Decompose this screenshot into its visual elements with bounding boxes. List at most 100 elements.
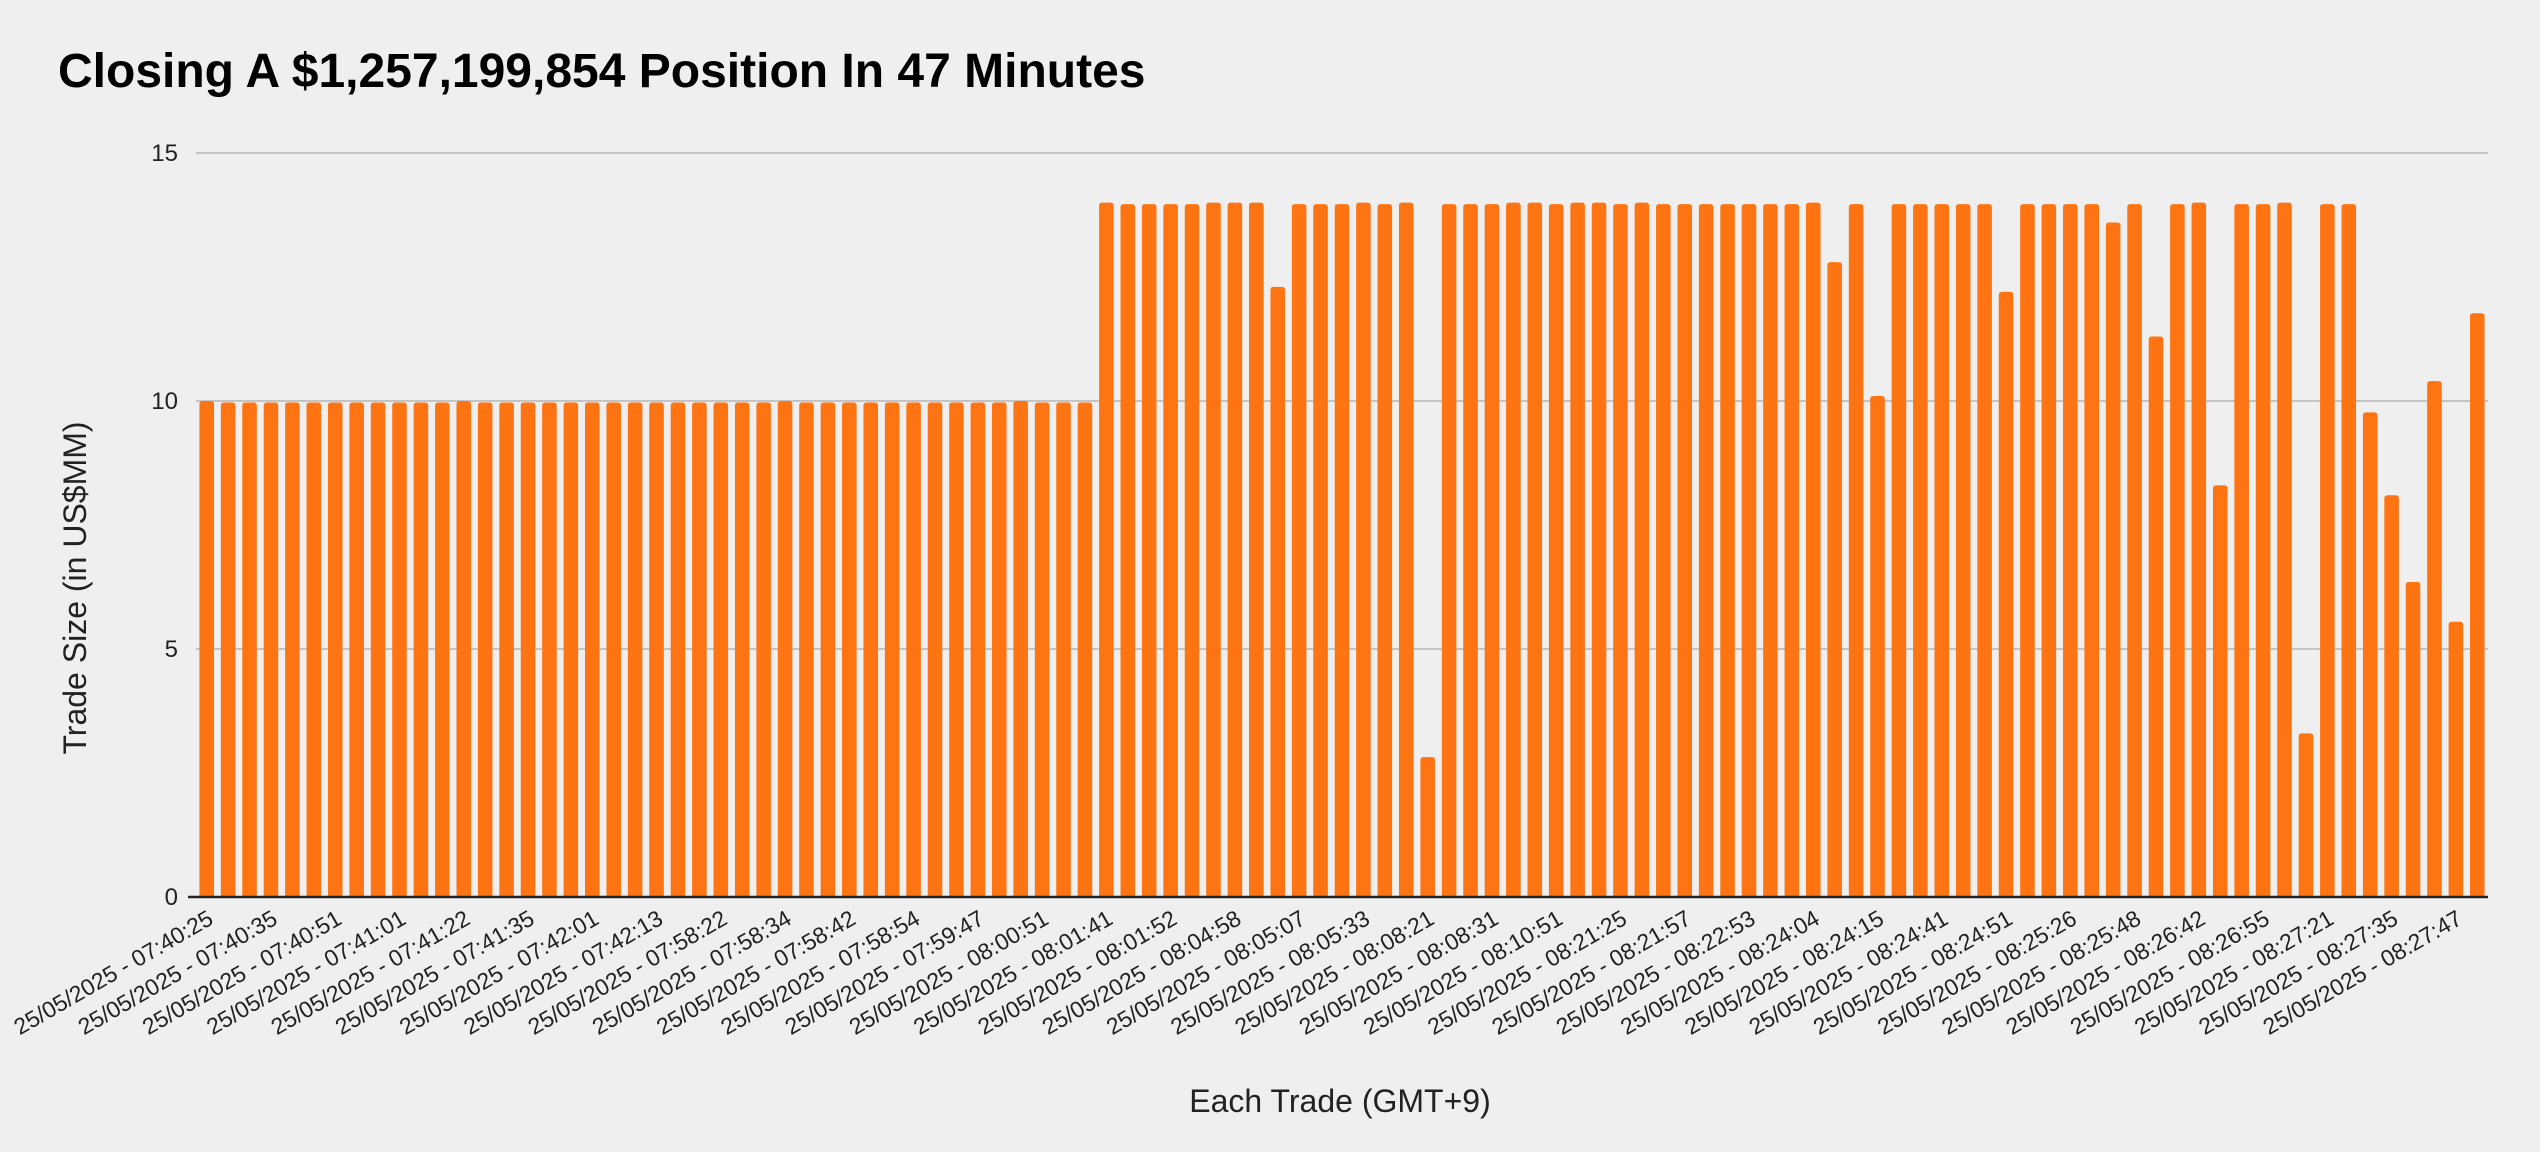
bar [242,402,257,897]
bar [499,402,514,897]
bar [1291,204,1307,897]
y-axis-title: Trade Size (in US$MM) [57,421,93,754]
bar [1591,202,1607,898]
bar [2255,204,2271,897]
bar [2063,204,2078,897]
bar [1998,291,2014,897]
bar [2427,381,2442,897]
bar [1141,204,1157,897]
bar [413,402,429,897]
y-tick-label: 5 [165,636,178,663]
bar [1120,204,1136,897]
bar [692,402,707,897]
y-tick-label: 0 [165,884,178,911]
bar [949,402,964,897]
bar [1848,204,1864,897]
bar [1313,204,1328,897]
bar [456,401,472,897]
bar [1420,757,1435,897]
bar [2277,202,2292,898]
bar [2041,204,2057,897]
bar [584,402,600,897]
bar [1356,202,1371,898]
bar [1206,202,1221,898]
bar [906,402,921,897]
bar [1613,204,1628,897]
bar [1977,204,1992,897]
bar [1463,204,1478,897]
bar [1570,202,1585,898]
bar [606,402,621,897]
bar [1249,202,1264,898]
bar [1913,204,1928,897]
bar [1484,204,1500,897]
y-tick-label: 15 [151,140,178,167]
bar [1763,204,1778,897]
bar [2405,582,2421,897]
bar [2470,313,2485,897]
bar [627,402,643,897]
bar [1270,286,1286,897]
bar [1784,204,1800,897]
bar [435,402,450,897]
bar [2020,204,2035,897]
bar [1163,204,1178,897]
bar [1441,204,1457,897]
bar [2212,485,2228,897]
bar [1334,204,1350,897]
bar [220,402,236,897]
bar [2341,204,2357,897]
bar [542,402,557,897]
bar [863,402,879,897]
bar [563,402,579,897]
bar [1056,402,1071,897]
bar [970,402,986,897]
bar [1184,204,1200,897]
bar [1870,396,1885,897]
bar [2084,204,2100,897]
bar [2384,495,2399,897]
bar [670,402,686,897]
bar [1034,402,1050,897]
y-tick-label: 10 [151,388,178,415]
bar [1548,204,1564,897]
bar [520,402,536,897]
bar [1934,204,1950,897]
bar [1827,262,1842,897]
bar [649,402,664,897]
bar [263,402,279,897]
bar [1099,202,1114,898]
chart-title: Closing A $1,257,199,854 Position In 47 … [58,45,1146,98]
bar [1805,202,1821,898]
bar [2127,204,2142,897]
bar [1698,204,1714,897]
bar [392,402,407,897]
bar [477,402,493,897]
bar [1677,204,1693,897]
bar [1227,202,1243,898]
bar [2170,204,2185,897]
bar [734,402,750,897]
bar [1013,401,1028,897]
bar [306,402,322,897]
bar [2234,204,2249,897]
bar [1720,204,1735,897]
bar [884,402,900,897]
bar [370,402,386,897]
bars [199,202,2485,898]
bar [927,402,943,897]
bar [1377,204,1393,897]
bar [1741,204,1757,897]
bar [2320,204,2335,897]
x-axis-title: Each Trade (GMT+9) [1189,1083,1490,1119]
bar [199,401,214,897]
bar [820,402,836,897]
bar [349,402,364,897]
bar [2298,733,2314,897]
bar [327,402,343,897]
bar [1891,204,1907,897]
bar [2362,412,2378,897]
bar [1634,202,1650,898]
bar [2105,222,2121,897]
